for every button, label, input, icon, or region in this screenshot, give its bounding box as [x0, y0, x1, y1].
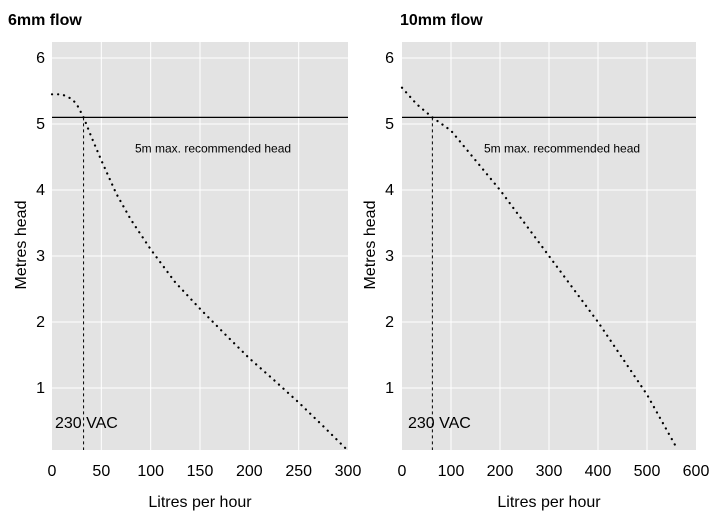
chart-panel-2: 0 100 200 300 400 500 600 1 2 3 4 5 6 5m max. recomme… — [362, 12, 709, 511]
max-head-annotation: 5m max. recommended head — [484, 141, 640, 155]
max-head-annotation: 5m max. recommended head — [135, 141, 291, 155]
y-tick-label: 5 — [385, 116, 394, 133]
chart-panel-1: 0 50 100 150 200 250 300 1 2 3 4 5 6 5m max. recommen… — [8, 12, 361, 511]
y-tick-label: 6 — [36, 50, 45, 67]
x-tick-label: 100 — [137, 463, 164, 480]
x-tick-label: 500 — [634, 463, 661, 480]
y-tick-label: 2 — [385, 314, 394, 331]
x-tick-label: 400 — [585, 463, 612, 480]
y-tick-label: 2 — [36, 314, 45, 331]
x-tick-label: 300 — [335, 463, 362, 480]
y-tick-label: 1 — [36, 380, 45, 397]
voltage-label: 230 VAC — [408, 415, 471, 432]
y-axis-label: Metres head — [362, 201, 379, 290]
y-tick-label: 6 — [385, 50, 394, 67]
x-axis-label: Litres per hour — [148, 494, 252, 511]
y-axis-label: Metres head — [13, 201, 30, 290]
y-tick-label: 1 — [385, 380, 394, 397]
x-tick-label: 100 — [438, 463, 465, 480]
voltage-label: 230 VAC — [55, 415, 118, 432]
x-tick-label: 150 — [187, 463, 214, 480]
x-tick-label: 300 — [536, 463, 563, 480]
x-tick-label: 200 — [236, 463, 263, 480]
x-tick-label: 50 — [92, 463, 110, 480]
x-tick-label: 0 — [398, 463, 407, 480]
x-axis-label: Litres per hour — [497, 494, 601, 511]
y-tick-label: 3 — [36, 248, 45, 265]
panel-title: 6mm flow — [8, 12, 82, 29]
x-tick-label: 0 — [48, 463, 57, 480]
flow-curve — [50, 93, 350, 452]
y-tick-label: 3 — [385, 248, 394, 265]
panel-title: 10mm flow — [400, 12, 483, 29]
x-tick-label: 600 — [683, 463, 710, 480]
x-tick-label: 250 — [285, 463, 312, 480]
y-tick-label: 4 — [36, 182, 45, 199]
y-tick-label: 5 — [36, 116, 45, 133]
x-tick-label: 200 — [487, 463, 514, 480]
y-tick-label: 4 — [385, 182, 394, 199]
